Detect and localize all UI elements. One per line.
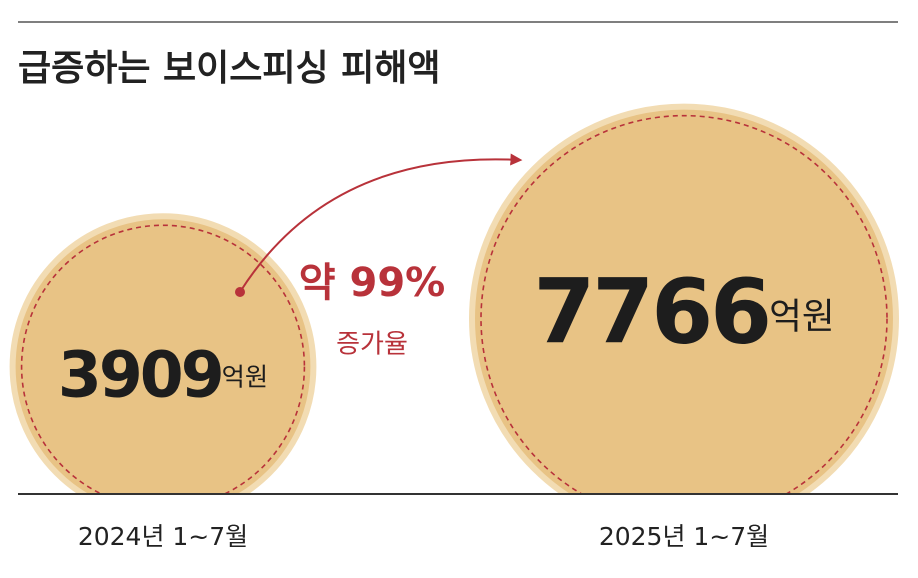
chart-title: 급증하는 보이스피싱 피해액 [18,48,441,89]
value-number: 7766 [533,260,769,364]
value-label: 7766억원 [533,260,834,364]
bubble [9,213,317,494]
arrow-dot [235,287,245,297]
x-tick-label: 2024년 1~7월 [78,522,248,551]
value-label: 3909억원 [58,337,268,411]
x-tick-label: 2025년 1~7월 [599,522,769,551]
annotation: 약 99% [299,260,445,306]
value-unit: 억원 [222,363,268,392]
bubble [469,103,899,494]
bubble-dash [480,114,888,494]
annotation-sub: 증가율 [336,330,408,360]
bubble-dash [20,224,306,494]
value-number: 3909 [58,337,222,411]
growth-arrow [239,153,523,293]
bubbles [9,103,899,494]
value-unit: 억원 [769,297,835,338]
